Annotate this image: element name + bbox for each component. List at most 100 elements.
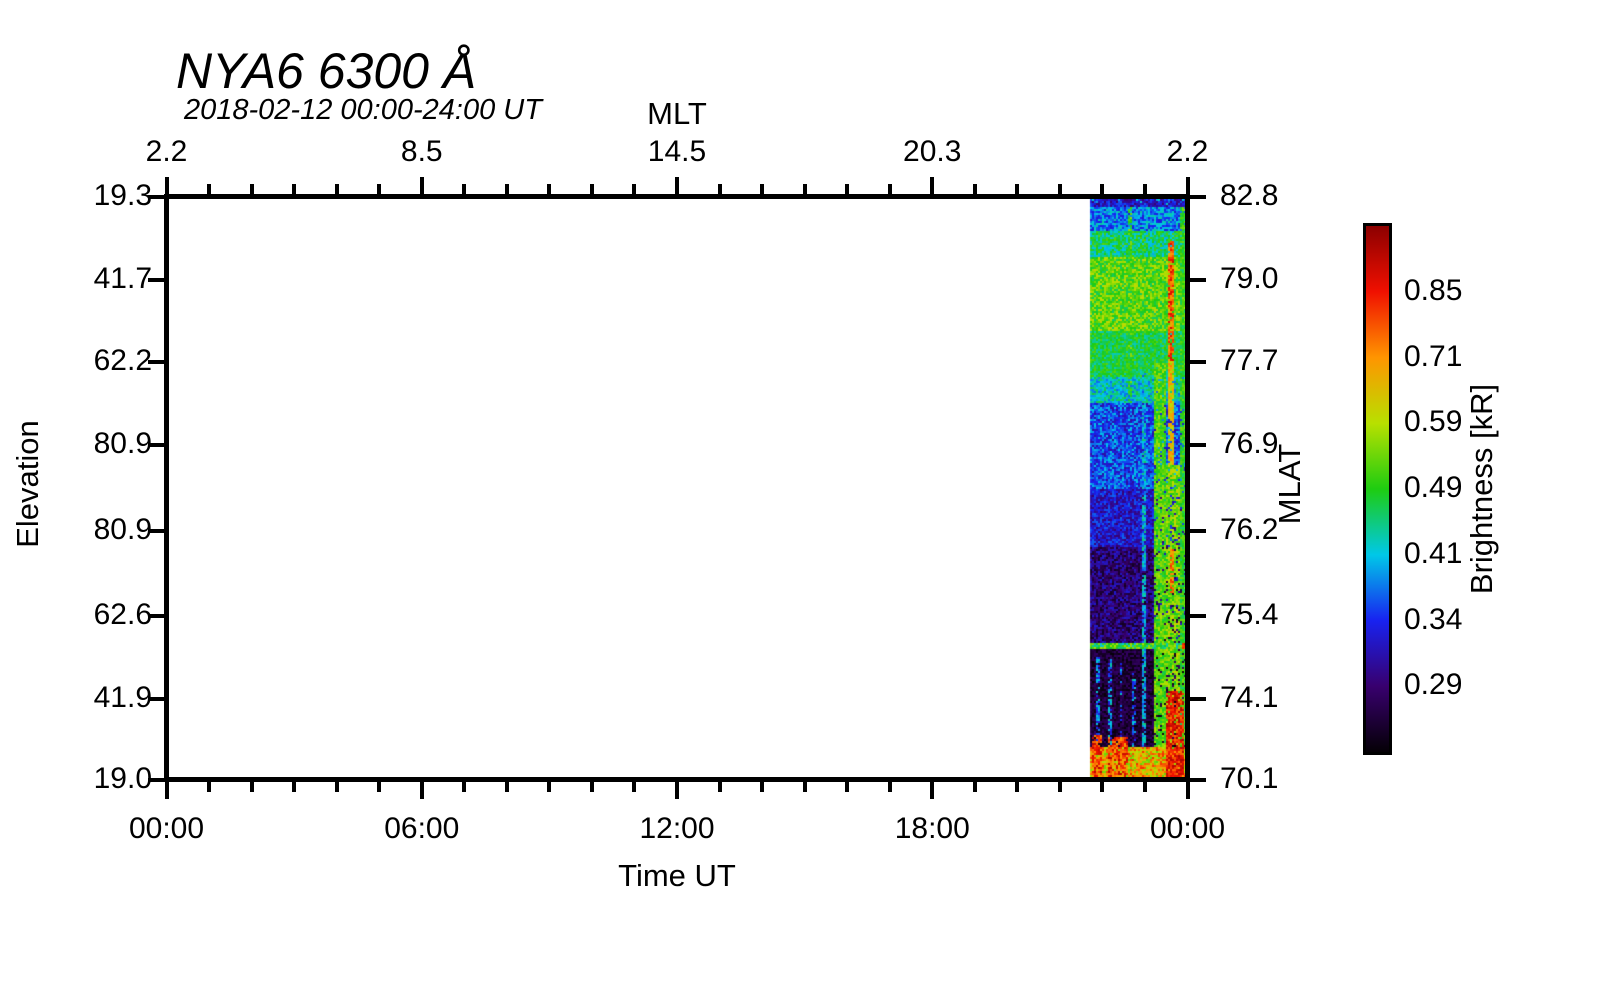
- colorbar-tick-label: 0.59: [1404, 405, 1463, 439]
- right-axis-tick: [1190, 528, 1206, 533]
- right-tick-label: 74.1: [1220, 681, 1279, 715]
- right-axis-tick: [1190, 278, 1206, 283]
- top-axis-tick: [589, 184, 594, 194]
- right-tick-label: 77.7: [1220, 344, 1279, 378]
- left-tick-label: 80.9: [93, 512, 152, 546]
- colorbar: [1363, 223, 1392, 755]
- top-axis-tick: [377, 184, 382, 194]
- bottom-axis-tick: [589, 782, 594, 792]
- left-axis-title-elevation: Elevation: [10, 420, 45, 548]
- bottom-axis-tick: [1015, 782, 1020, 792]
- bottom-axis-tick: [930, 782, 935, 799]
- top-axis-tick: [334, 184, 339, 194]
- right-axis-title-mlat: MLAT: [1272, 443, 1307, 525]
- top-axis-tick: [462, 184, 467, 194]
- colorbar-tick-label: 0.71: [1404, 339, 1463, 373]
- top-axis-tick: [632, 184, 637, 194]
- top-axis-tick: [164, 177, 169, 194]
- top-axis-tick: [207, 184, 212, 194]
- bottom-axis-tick: [462, 782, 467, 792]
- bottom-axis-title-time-ut: Time UT: [618, 858, 736, 893]
- bottom-axis-tick: [675, 782, 679, 799]
- left-axis-tick: [148, 278, 164, 283]
- bottom-tick-label: 12:00: [639, 812, 715, 845]
- bottom-tick-label: 00:00: [1149, 812, 1226, 845]
- left-axis-tick: [148, 697, 164, 702]
- bottom-tick-label: 00:00: [128, 812, 205, 845]
- left-tick-label: 62.2: [93, 344, 152, 378]
- top-tick-label: 8.5: [400, 135, 443, 168]
- top-tick-label: 2.2: [145, 135, 188, 168]
- top-tick-label: 20.3: [903, 135, 962, 168]
- top-axis-tick: [1100, 184, 1105, 194]
- left-axis-tick: [148, 528, 164, 533]
- left-axis-tick: [148, 442, 164, 447]
- top-axis-tick: [930, 177, 935, 194]
- top-axis-tick: [717, 184, 722, 194]
- bottom-axis-tick: [164, 782, 169, 799]
- left-tick-label: 19.0: [93, 761, 152, 795]
- bottom-axis-tick: [292, 782, 297, 792]
- top-axis-tick: [1015, 184, 1020, 194]
- top-axis-tick: [1057, 184, 1062, 194]
- top-axis-tick: [972, 184, 977, 194]
- right-tick-label: 75.4: [1220, 598, 1279, 632]
- bottom-axis-tick: [1185, 782, 1190, 799]
- right-axis-tick: [1190, 360, 1206, 365]
- top-axis-tick: [1142, 184, 1147, 194]
- right-tick-label: 70.1: [1220, 761, 1279, 795]
- top-axis-tick: [675, 177, 679, 194]
- bottom-axis-tick: [1100, 782, 1105, 792]
- top-axis-tick: [419, 177, 424, 194]
- bottom-axis-tick: [717, 782, 722, 792]
- bottom-axis-tick: [887, 782, 892, 792]
- bottom-axis-tick: [377, 782, 382, 792]
- bottom-axis-tick: [802, 782, 807, 792]
- keogram-heatmap: [169, 199, 1185, 777]
- bottom-axis-tick: [1142, 782, 1147, 792]
- top-tick-label: 2.2: [1166, 135, 1209, 168]
- bottom-axis-tick: [760, 782, 765, 792]
- top-axis-title-mlt: MLT: [647, 96, 707, 131]
- bottom-axis-tick: [845, 782, 850, 792]
- right-axis-tick: [1190, 442, 1206, 447]
- plot-subtitle: 2018-02-12 00:00-24:00 UT: [184, 94, 542, 126]
- colorbar-tick-label: 0.49: [1404, 471, 1463, 504]
- left-tick-label: 19.3: [93, 178, 152, 212]
- bottom-tick-label: 06:00: [384, 812, 460, 845]
- left-axis-tick: [148, 194, 164, 199]
- top-axis-tick: [760, 184, 765, 194]
- left-axis-tick: [148, 614, 164, 619]
- colorbar-tick-label: 0.85: [1404, 273, 1463, 307]
- top-tick-label: 14.5: [647, 135, 707, 168]
- left-tick-label: 80.9: [93, 426, 152, 460]
- bottom-axis-tick: [207, 782, 212, 792]
- top-axis-tick: [547, 184, 552, 194]
- top-axis-tick: [504, 184, 509, 194]
- top-axis-tick: [845, 184, 850, 194]
- bottom-axis-tick: [249, 782, 254, 792]
- top-axis-tick: [1185, 177, 1190, 194]
- colorbar-gradient: [1366, 226, 1389, 752]
- top-axis-tick: [249, 184, 254, 194]
- plot-area: [164, 194, 1190, 782]
- left-tick-label: 41.7: [93, 262, 152, 296]
- plot-title: NYA6 6300 Å: [176, 43, 477, 99]
- bottom-axis-tick: [972, 782, 977, 792]
- bottom-axis-tick: [1057, 782, 1062, 792]
- colorbar-tick-label: 0.41: [1404, 536, 1463, 570]
- left-tick-label: 62.6: [93, 598, 152, 632]
- right-tick-label: 76.9: [1220, 426, 1279, 460]
- right-axis-tick: [1190, 194, 1206, 199]
- right-tick-label: 79.0: [1220, 262, 1279, 296]
- top-axis-tick: [292, 184, 297, 194]
- top-axis-tick: [887, 184, 892, 194]
- right-tick-label: 76.2: [1220, 512, 1279, 546]
- left-axis-tick: [148, 777, 164, 782]
- colorbar-tick-label: 0.29: [1404, 668, 1463, 702]
- bottom-axis-tick: [334, 782, 339, 792]
- colorbar-tick-label: 0.34: [1404, 602, 1463, 636]
- bottom-tick-label: 18:00: [894, 812, 970, 845]
- right-tick-label: 82.8: [1220, 178, 1279, 212]
